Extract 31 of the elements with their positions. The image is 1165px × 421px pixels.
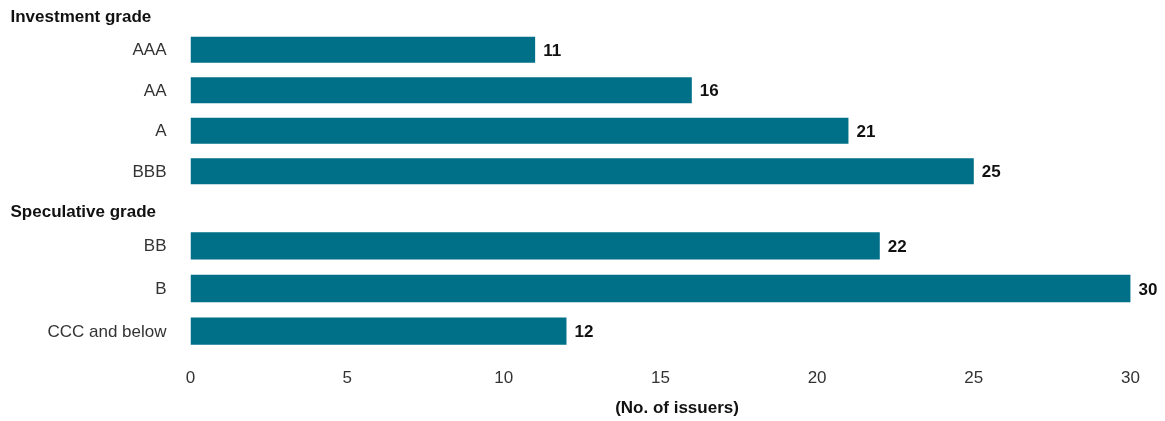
bar (190, 77, 692, 104)
data-label: 22 (887, 236, 907, 256)
bar (190, 232, 880, 260)
data-label: 21 (856, 121, 876, 141)
bar (190, 317, 567, 345)
y-tick-label: BBB (132, 161, 167, 181)
data-label: 12 (574, 322, 594, 342)
y-tick-label: B (155, 279, 167, 298)
x-tick-label: 10 (494, 367, 514, 387)
bar (190, 158, 974, 185)
x-axis-title: (No. of issuers) (615, 397, 739, 417)
x-tick-label: 30 (1120, 367, 1140, 387)
x-tick-label: 20 (807, 367, 827, 387)
chart-title: Speculative grade (10, 201, 157, 221)
y-tick-label: BB (143, 236, 167, 256)
data-label: 16 (699, 81, 719, 101)
y-tick-label: AA (143, 80, 168, 100)
bar (190, 36, 536, 63)
x-tick-label: 25 (964, 367, 984, 387)
x-tick-label: 15 (651, 367, 670, 387)
y-tick-label: A (155, 121, 168, 141)
y-tick-label: CCC and below (47, 321, 168, 341)
chart-title: Investment grade (10, 6, 152, 26)
bar (190, 117, 849, 144)
y-tick-label: AAA (132, 40, 168, 60)
x-tick-label: 0 (185, 367, 196, 387)
x-tick-label: 5 (342, 367, 352, 387)
data-label: 11 (543, 40, 562, 60)
bar (190, 274, 1131, 303)
data-label: 30 (1138, 279, 1158, 299)
data-label: 25 (981, 162, 1001, 182)
